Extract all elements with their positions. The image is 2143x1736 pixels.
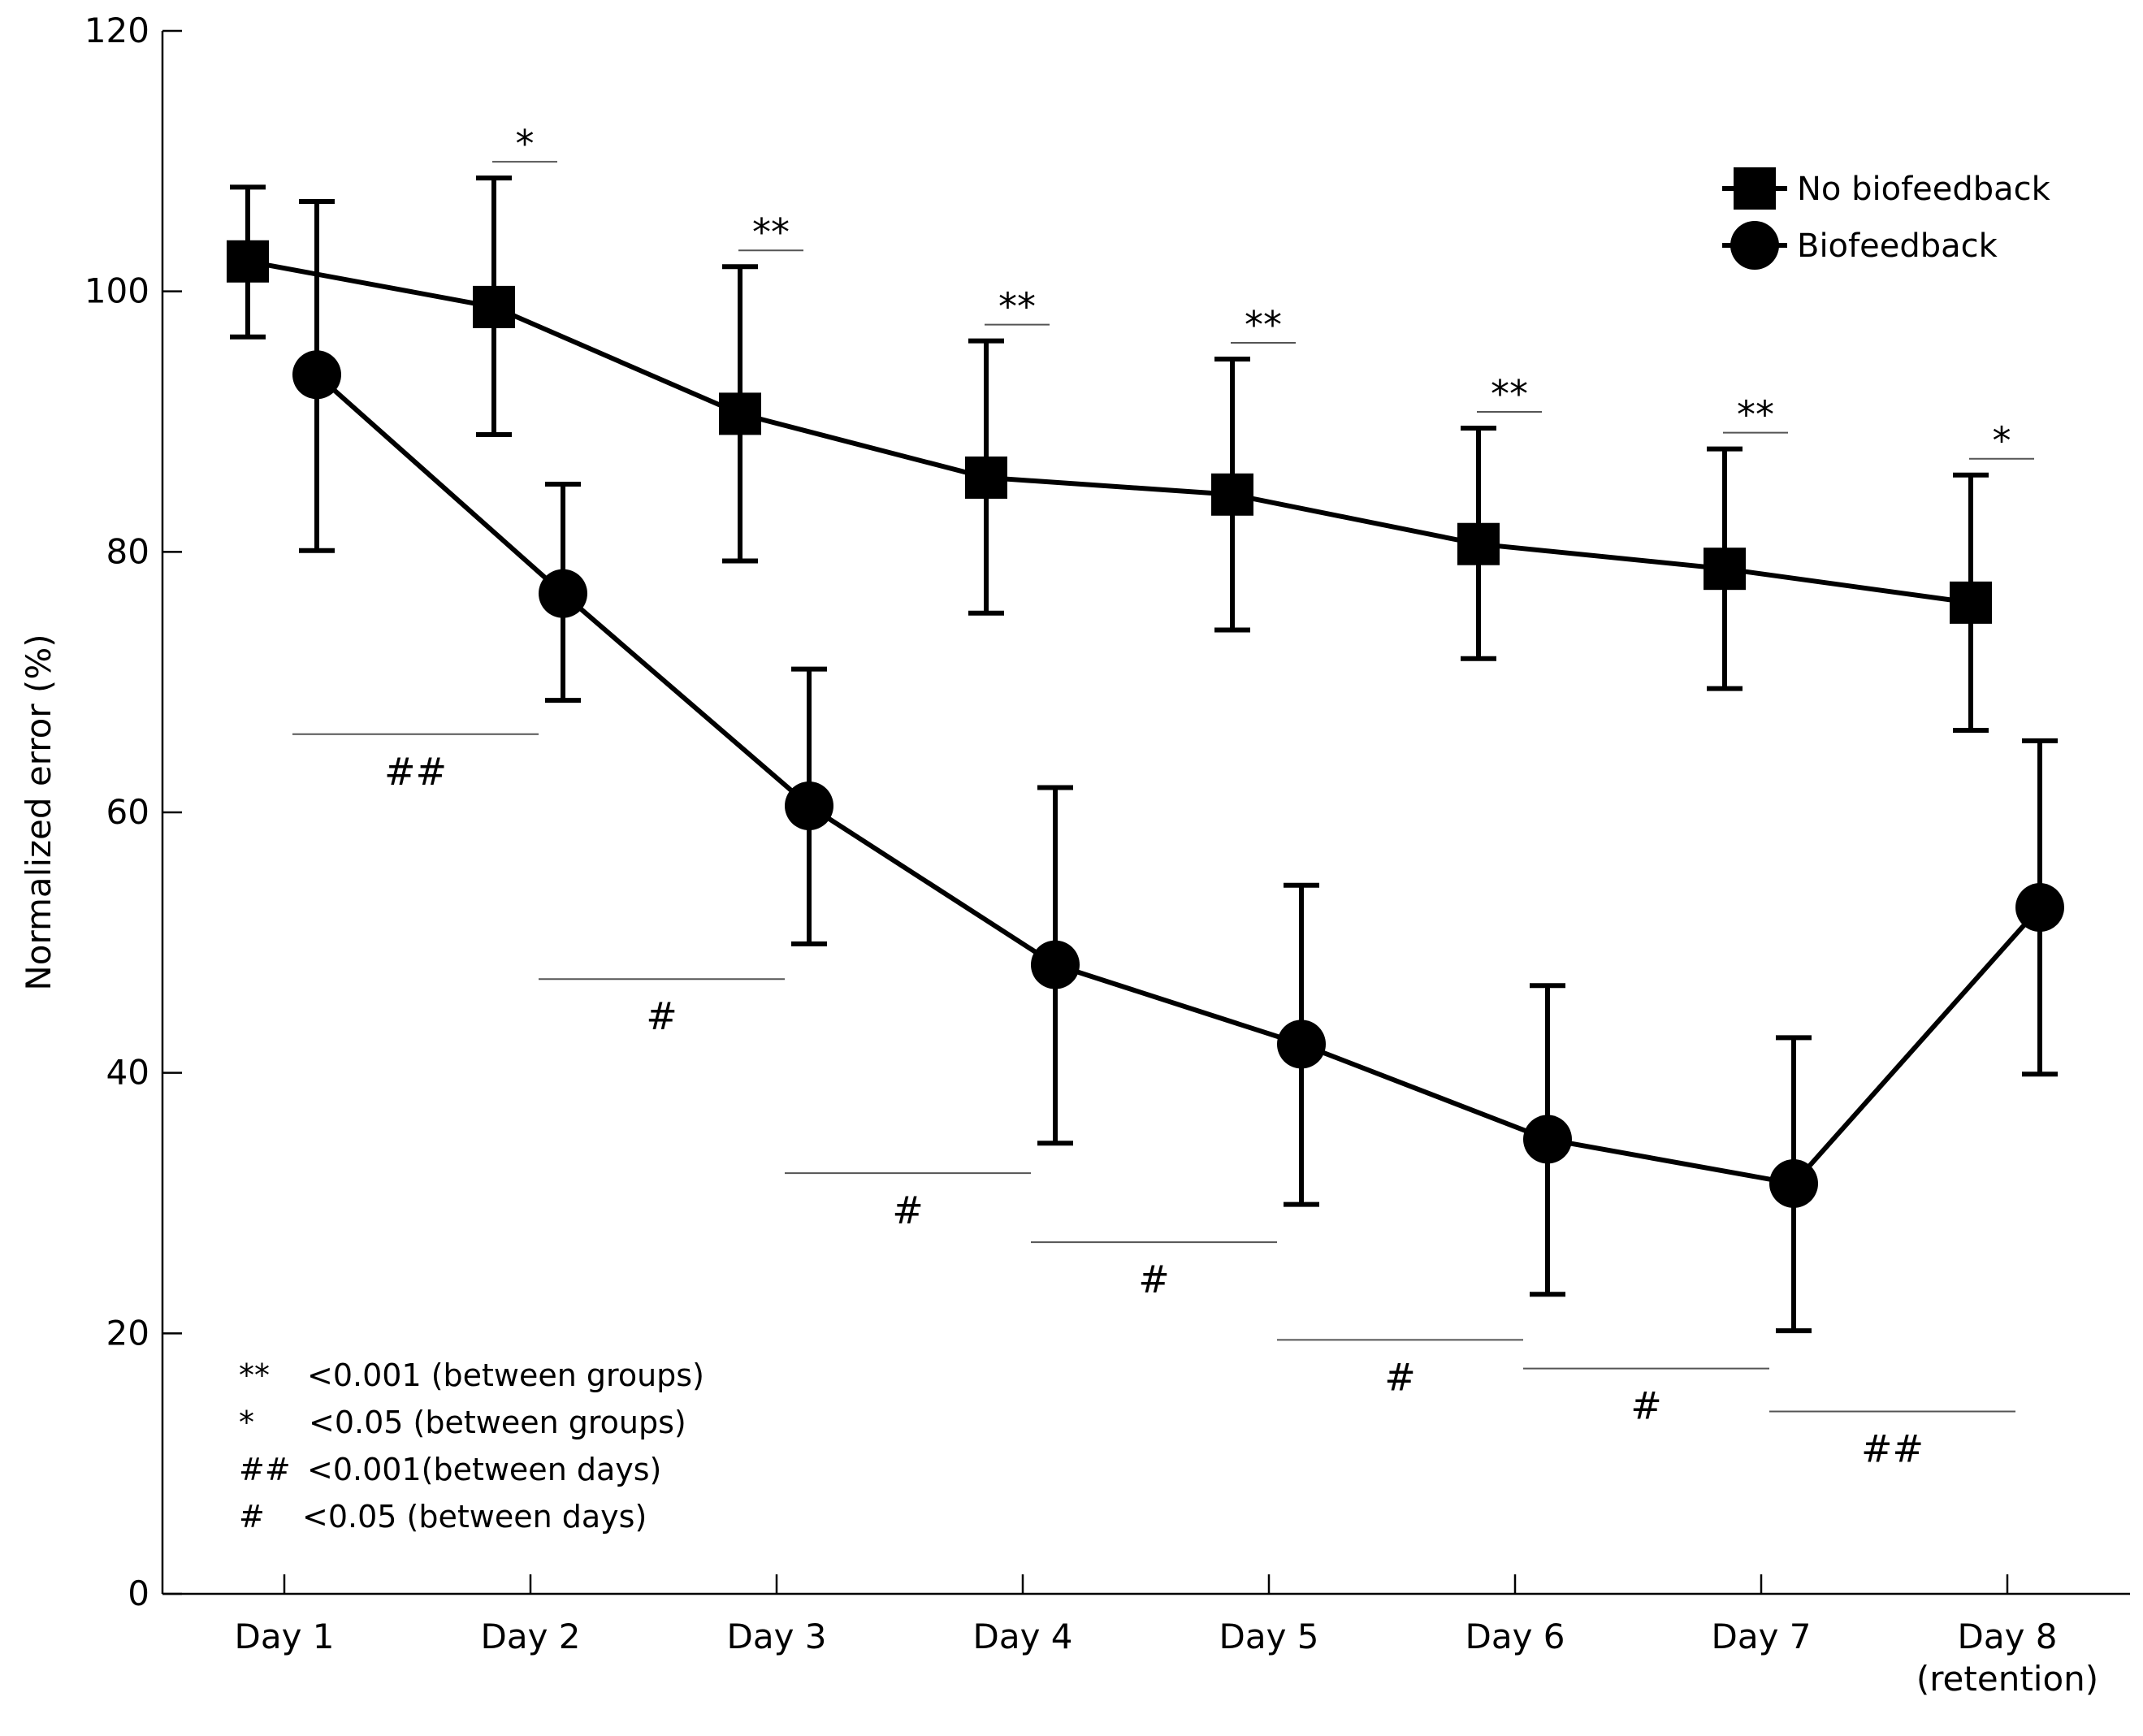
series-biofeedback — [292, 199, 2064, 1334]
data-point-square — [227, 240, 269, 283]
series-no-biofeedback — [227, 175, 1992, 733]
series-line — [247, 258, 1972, 605]
note-text: <0.001 (between groups) — [307, 1357, 704, 1393]
significance-notes: ** <0.001 (between groups) * <0.05 (between… — [239, 1357, 704, 1535]
data-point-circle — [1031, 940, 1080, 989]
between-group-mark: ** — [998, 285, 1036, 329]
axes: 0 20 40 60 80 100 120 Day 1 Day 2 Day 3 Day 4 Day 5… — [19, 11, 2130, 1699]
data-point-circle — [785, 781, 833, 830]
significance-note-row: ** <0.001 (between groups) — [239, 1357, 704, 1393]
between-day-mark: # — [1630, 1384, 1662, 1428]
significance-note-row: * <0.05 (between groups) — [239, 1405, 686, 1440]
note-symbol: ** — [239, 1357, 270, 1393]
y-tick-label: 100 — [84, 271, 149, 311]
between-day-mark: # — [646, 994, 678, 1038]
between-group-mark: ** — [1491, 372, 1528, 416]
legend-label: Biofeedback — [1797, 227, 1998, 265]
note-symbol: * — [239, 1405, 254, 1440]
between-group-mark: ** — [1245, 303, 1282, 347]
y-tick-label: 20 — [106, 1313, 149, 1353]
between-group-mark: * — [516, 122, 535, 166]
x-tick-label: Day 4 — [972, 1617, 1072, 1656]
x-tick-label: Day 7 — [1711, 1617, 1811, 1656]
between-day-mark: ## — [1861, 1427, 1924, 1471]
x-tick-label: Day 3 — [726, 1617, 826, 1656]
note-text: <0.05 (between days) — [302, 1499, 647, 1535]
y-tick-label: 40 — [106, 1053, 149, 1093]
x-tick-label: Day 2 — [480, 1617, 580, 1656]
y-tick-label: 0 — [128, 1574, 149, 1613]
x-tick-label: Day 6 — [1465, 1617, 1565, 1656]
between-day-mark: # — [892, 1188, 924, 1232]
y-tick-label: 120 — [84, 11, 149, 50]
legend-square-marker — [1734, 167, 1776, 210]
note-symbol: ## — [239, 1452, 291, 1487]
between-group-mark: ** — [1737, 393, 1774, 437]
data-point-square — [473, 285, 515, 328]
y-tick-label: 80 — [106, 531, 149, 571]
data-point-square — [1457, 522, 1500, 565]
data-point-circle — [2015, 883, 2064, 933]
data-point-square — [1704, 548, 1746, 591]
data-point-square — [965, 456, 1007, 499]
x-tick-label: Day 5 — [1219, 1617, 1318, 1656]
between-group-mark: * — [1993, 419, 2011, 463]
note-symbol: # — [239, 1499, 265, 1535]
data-point-square — [719, 392, 761, 435]
significance-brackets: ***** **** ***######### — [292, 122, 2034, 1471]
data-point-square — [1950, 581, 1992, 624]
significance-note-row: ## <0.001(between days) — [239, 1452, 661, 1487]
data-point-circle — [1523, 1115, 1572, 1164]
data-point-circle — [539, 569, 587, 618]
x-tick-label: (retention) — [1916, 1659, 2098, 1699]
data-point-circle — [292, 350, 341, 400]
y-axis-title: Normalized error (%) — [19, 634, 58, 990]
data-point-circle — [1769, 1158, 1818, 1208]
between-group-mark: ** — [752, 210, 790, 254]
legend-circle-marker — [1730, 221, 1779, 270]
note-text: <0.05 (between groups) — [309, 1405, 686, 1440]
legend: No biofeedback Biofeedback — [1722, 167, 2051, 270]
y-tick-label: 60 — [106, 792, 149, 832]
data-point-square — [1211, 473, 1253, 516]
between-day-mark: # — [1384, 1355, 1416, 1399]
x-tick-label: Day 8 — [1957, 1617, 2057, 1656]
between-day-mark: # — [1138, 1258, 1170, 1301]
between-day-mark: ## — [384, 750, 447, 794]
series-line — [315, 373, 2042, 1187]
legend-label: No biofeedback — [1797, 171, 2051, 208]
series-layer — [227, 175, 2064, 1334]
note-text: <0.001(between days) — [307, 1452, 661, 1487]
x-tick-label: Day 1 — [234, 1617, 334, 1656]
significance-note-row: # <0.05 (between days) — [239, 1499, 647, 1535]
data-point-circle — [1277, 1020, 1326, 1069]
